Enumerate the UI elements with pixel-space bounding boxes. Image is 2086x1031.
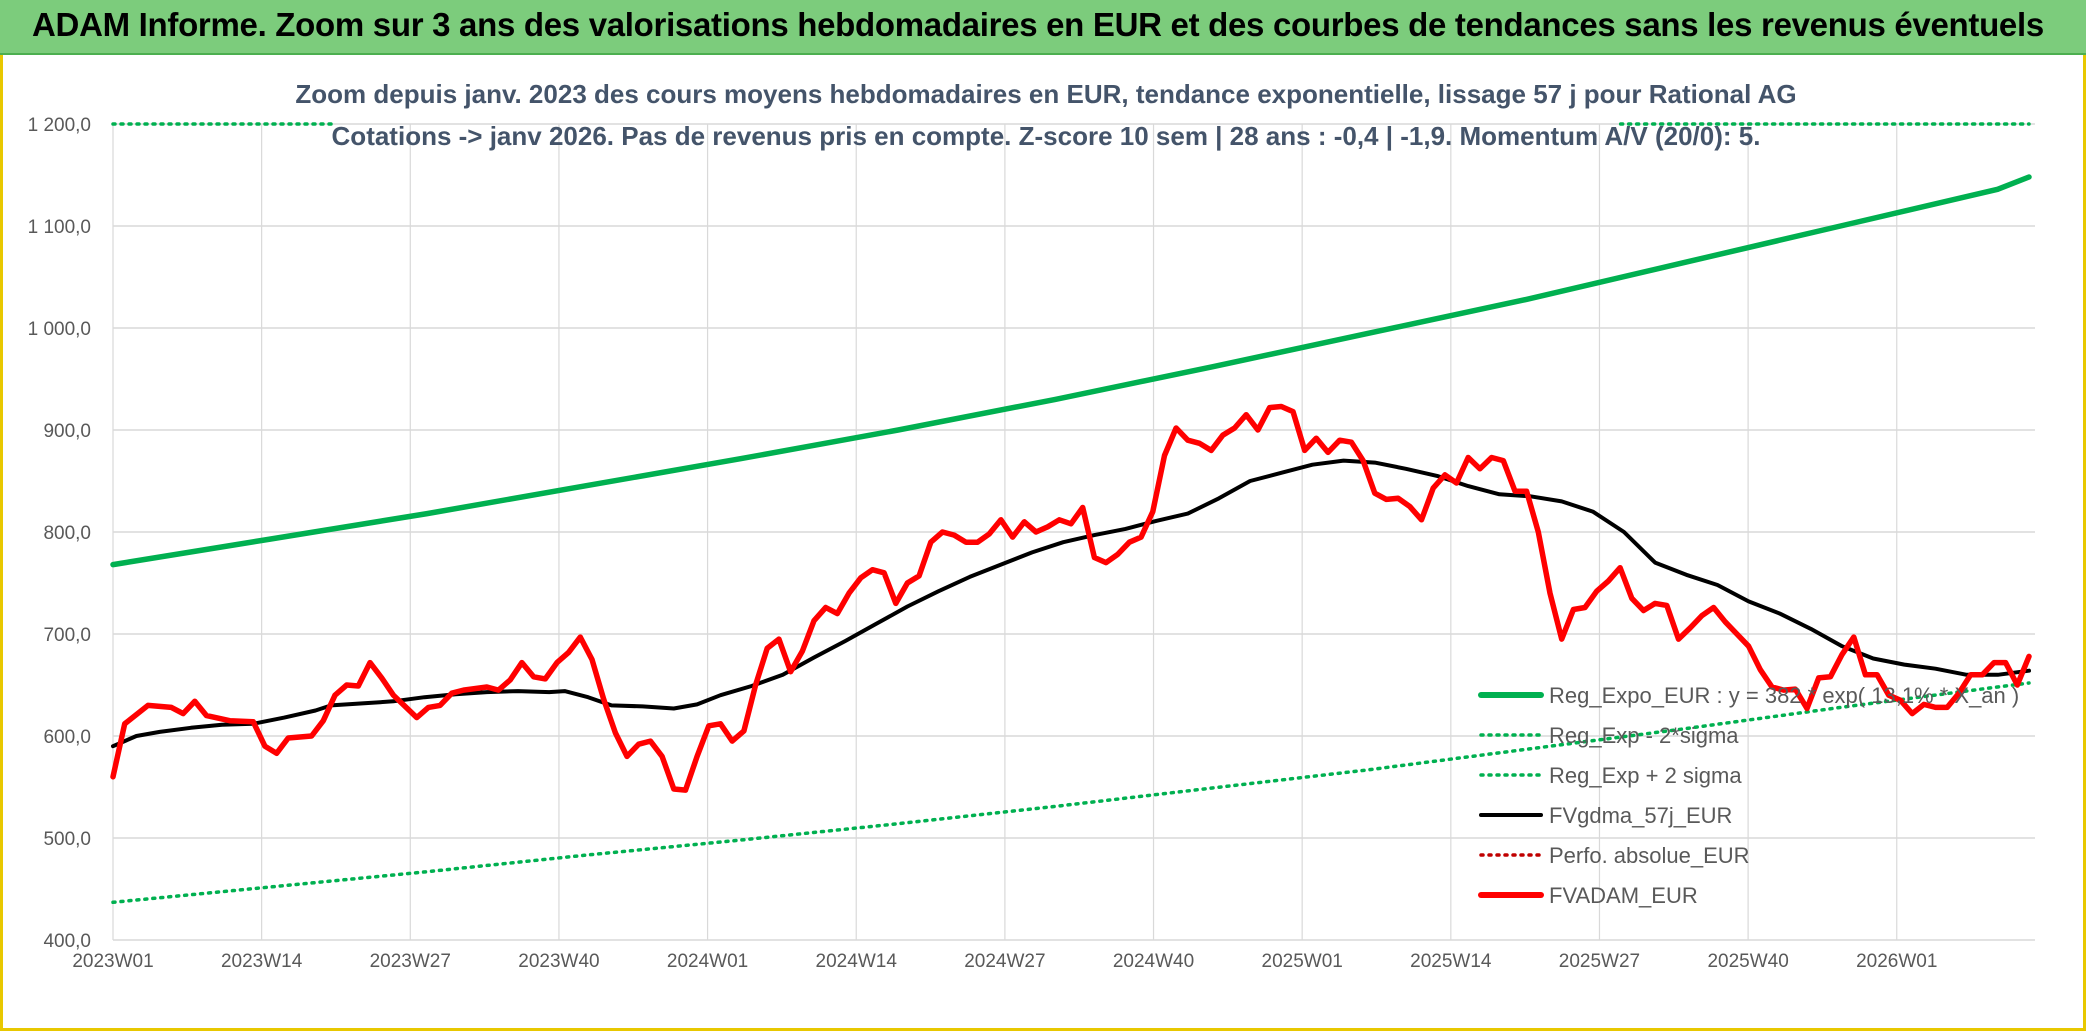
legend-label: Reg_Expo_EUR : y = 382 * exp( 13,1% * X_… bbox=[1549, 683, 2019, 708]
legend-label: FVADAM_EUR bbox=[1549, 883, 1698, 908]
x-tick-label: 2023W01 bbox=[72, 951, 153, 972]
series-lines bbox=[110, 122, 2032, 905]
report-title: ADAM Informe. Zoom sur 3 ans des valoris… bbox=[32, 6, 2044, 43]
y-tick-label: 600,0 bbox=[43, 727, 91, 748]
y-tick-label: 500,0 bbox=[43, 829, 91, 850]
x-axis-ticks: 2023W01 2023W14 2023W27 2023W40 2024W01 2024W… bbox=[72, 951, 1937, 972]
x-tick-label: 2025W40 bbox=[1707, 951, 1788, 972]
chart-title-line-2: Cotations -> janv 2026. Pas de revenus p… bbox=[332, 121, 1761, 151]
chart-frame: 400,0 500,0 600,0 700,0 800,0 900,0 1 000,0 1 1… bbox=[0, 55, 2086, 1031]
legend-label: Reg_Exp + 2 sigma bbox=[1549, 763, 1742, 788]
x-tick-label: 2023W14 bbox=[221, 951, 303, 972]
y-tick-label: 400,0 bbox=[43, 931, 91, 952]
y-tick-label: 700,0 bbox=[43, 625, 91, 646]
chart-title: Zoom depuis janv. 2023 des cours moyens … bbox=[295, 79, 1796, 151]
y-tick-label: 1 100,0 bbox=[28, 217, 91, 238]
x-tick-label: 2025W14 bbox=[1410, 951, 1492, 972]
series-line-reg-expo-eur-y-382-exp-13-1-x-an- bbox=[110, 174, 2032, 568]
x-tick-label: 2025W01 bbox=[1262, 951, 1343, 972]
legend: Reg_Expo_EUR : y = 382 * exp( 13,1% * X_… bbox=[1478, 683, 2019, 908]
gridlines bbox=[112, 123, 2035, 941]
x-tick-label: 2023W27 bbox=[370, 951, 451, 972]
legend-label: Reg_Exp - 2*sigma bbox=[1549, 723, 1739, 748]
legend-label: Perfo. absolue_EUR bbox=[1549, 843, 1750, 868]
trend-chart: 400,0 500,0 600,0 700,0 800,0 900,0 1 000,0 1 1… bbox=[28, 79, 2035, 972]
series-line-fvgdma-57j-eur bbox=[111, 458, 2031, 749]
x-tick-label: 2026W01 bbox=[1856, 951, 1937, 972]
x-tick-label: 2023W40 bbox=[518, 951, 599, 972]
y-tick-label: 800,0 bbox=[43, 523, 91, 544]
x-tick-label: 2024W01 bbox=[667, 951, 748, 972]
x-tick-label: 2024W27 bbox=[964, 951, 1045, 972]
y-tick-label: 1 200,0 bbox=[28, 115, 91, 136]
chart-title-line-1: Zoom depuis janv. 2023 des cours moyens … bbox=[295, 79, 1796, 109]
x-tick-label: 2024W14 bbox=[816, 951, 898, 972]
y-tick-label: 900,0 bbox=[43, 421, 91, 442]
x-tick-label: 2024W40 bbox=[1113, 951, 1194, 972]
y-axis-ticks: 400,0 500,0 600,0 700,0 800,0 900,0 1 000,0 1 1… bbox=[28, 115, 91, 952]
series-line-fvadam-eur bbox=[110, 403, 2032, 793]
legend-label: FVgdma_57j_EUR bbox=[1549, 803, 1732, 828]
y-tick-label: 1 000,0 bbox=[28, 319, 91, 340]
report-banner: ADAM Informe. Zoom sur 3 ans des valoris… bbox=[0, 0, 2086, 55]
x-tick-label: 2025W27 bbox=[1559, 951, 1640, 972]
series-line-reg-exp-2-sigma bbox=[111, 681, 2031, 905]
